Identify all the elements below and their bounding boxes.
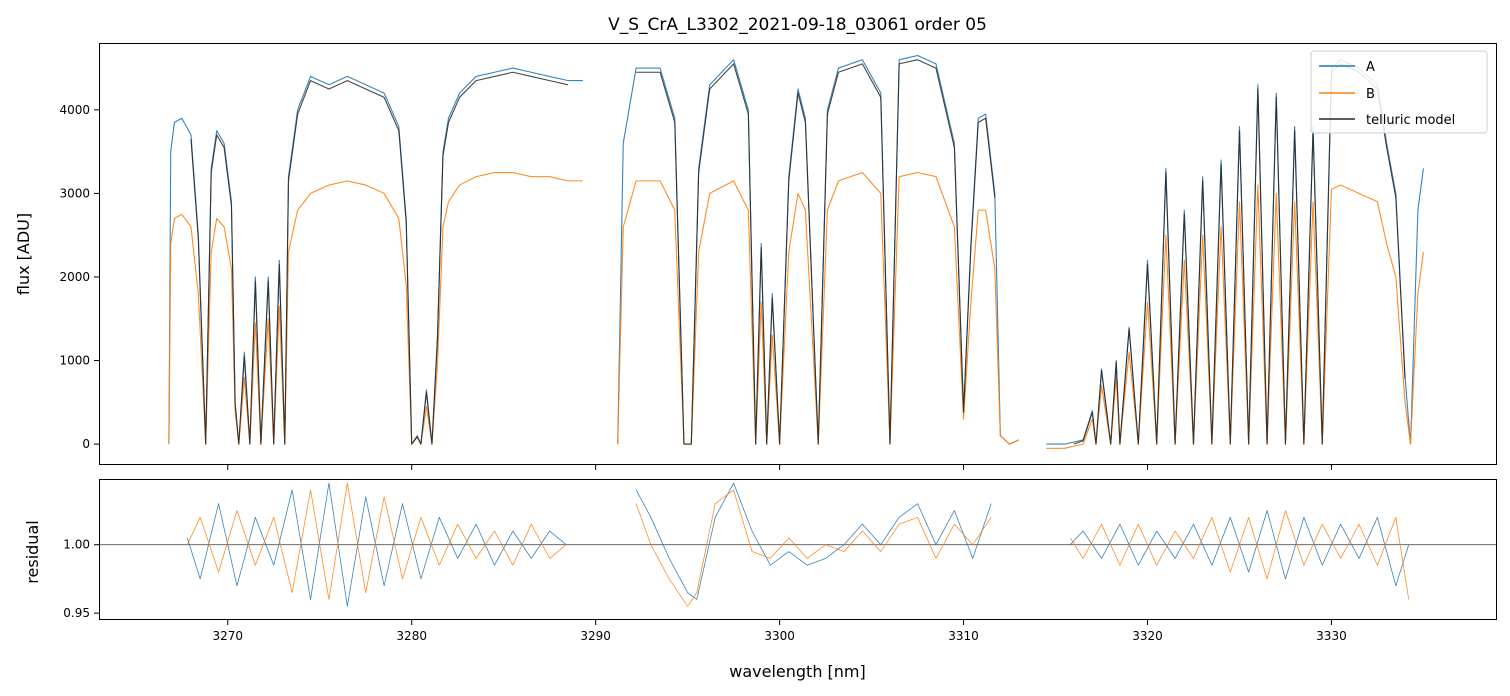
series-line-b-segment-0: [186, 482, 567, 600]
x-tick-label: 3280: [396, 629, 427, 643]
series-line-b-segment-1: [635, 489, 992, 607]
flux-panel: 0 1000 2000 3000 4000 flux [ADU] A B telluri…: [14, 43, 1497, 470]
legend: A B telluric model: [1310, 50, 1488, 134]
series-line-b-segment-2: [1069, 510, 1410, 600]
residual-panel: 0.95 1.00 3270 3280 3290 3300 3310 3320 3330 re…: [23, 479, 1497, 681]
y-tick-label: 1.00: [63, 538, 90, 552]
residual-panel-frame: [99, 479, 1497, 620]
x-tick-label: 3290: [580, 629, 611, 643]
series-line-b-segment-0: [168, 171, 583, 445]
x-tick-label: 3300: [764, 629, 795, 643]
chart-title: V_S_CrA_L3302_2021-09-18_03061 order 05: [608, 15, 987, 35]
x-tick-label: 3270: [212, 629, 243, 643]
legend-label-telluric-model: telluric model: [1366, 113, 1455, 128]
flux-panel-frame: [99, 43, 1497, 465]
flux-y-axis-label: flux [ADU]: [14, 213, 33, 295]
flux-y-ticks: 0 1000 2000 3000 4000: [59, 103, 99, 451]
x-tick-label: 3320: [1132, 629, 1163, 643]
flux-x-ticks: [227, 465, 1332, 470]
residual-series-group: [186, 482, 1410, 607]
y-tick-label: 1000: [59, 354, 90, 368]
series-line-a-segment-1: [635, 482, 992, 600]
x-axis-label: wavelength [nm]: [729, 662, 866, 681]
legend-label-a: A: [1366, 60, 1375, 75]
series-line-a-segment-0: [168, 67, 583, 445]
legend-label-b: B: [1366, 87, 1375, 102]
series-line-telluric-model-segment-1: [636, 59, 996, 445]
residual-y-ticks: 0.95 1.00: [63, 538, 99, 620]
y-tick-label: 4000: [59, 103, 90, 117]
y-tick-label: 3000: [59, 186, 90, 200]
y-tick-label: 2000: [59, 270, 90, 284]
x-tick-label: 3310: [948, 629, 979, 643]
x-tick-label: 3330: [1316, 629, 1347, 643]
y-tick-label: 0.95: [63, 606, 90, 620]
residual-x-ticks: 3270 3280 3290 3300 3310 3320 3330: [212, 620, 1347, 643]
y-tick-label: 0: [82, 437, 90, 451]
residual-y-axis-label: residual: [23, 520, 42, 583]
series-line-telluric-model-segment-0: [190, 71, 569, 445]
legend-box: [1310, 50, 1488, 134]
series-line-b-segment-2: [1046, 184, 1424, 449]
